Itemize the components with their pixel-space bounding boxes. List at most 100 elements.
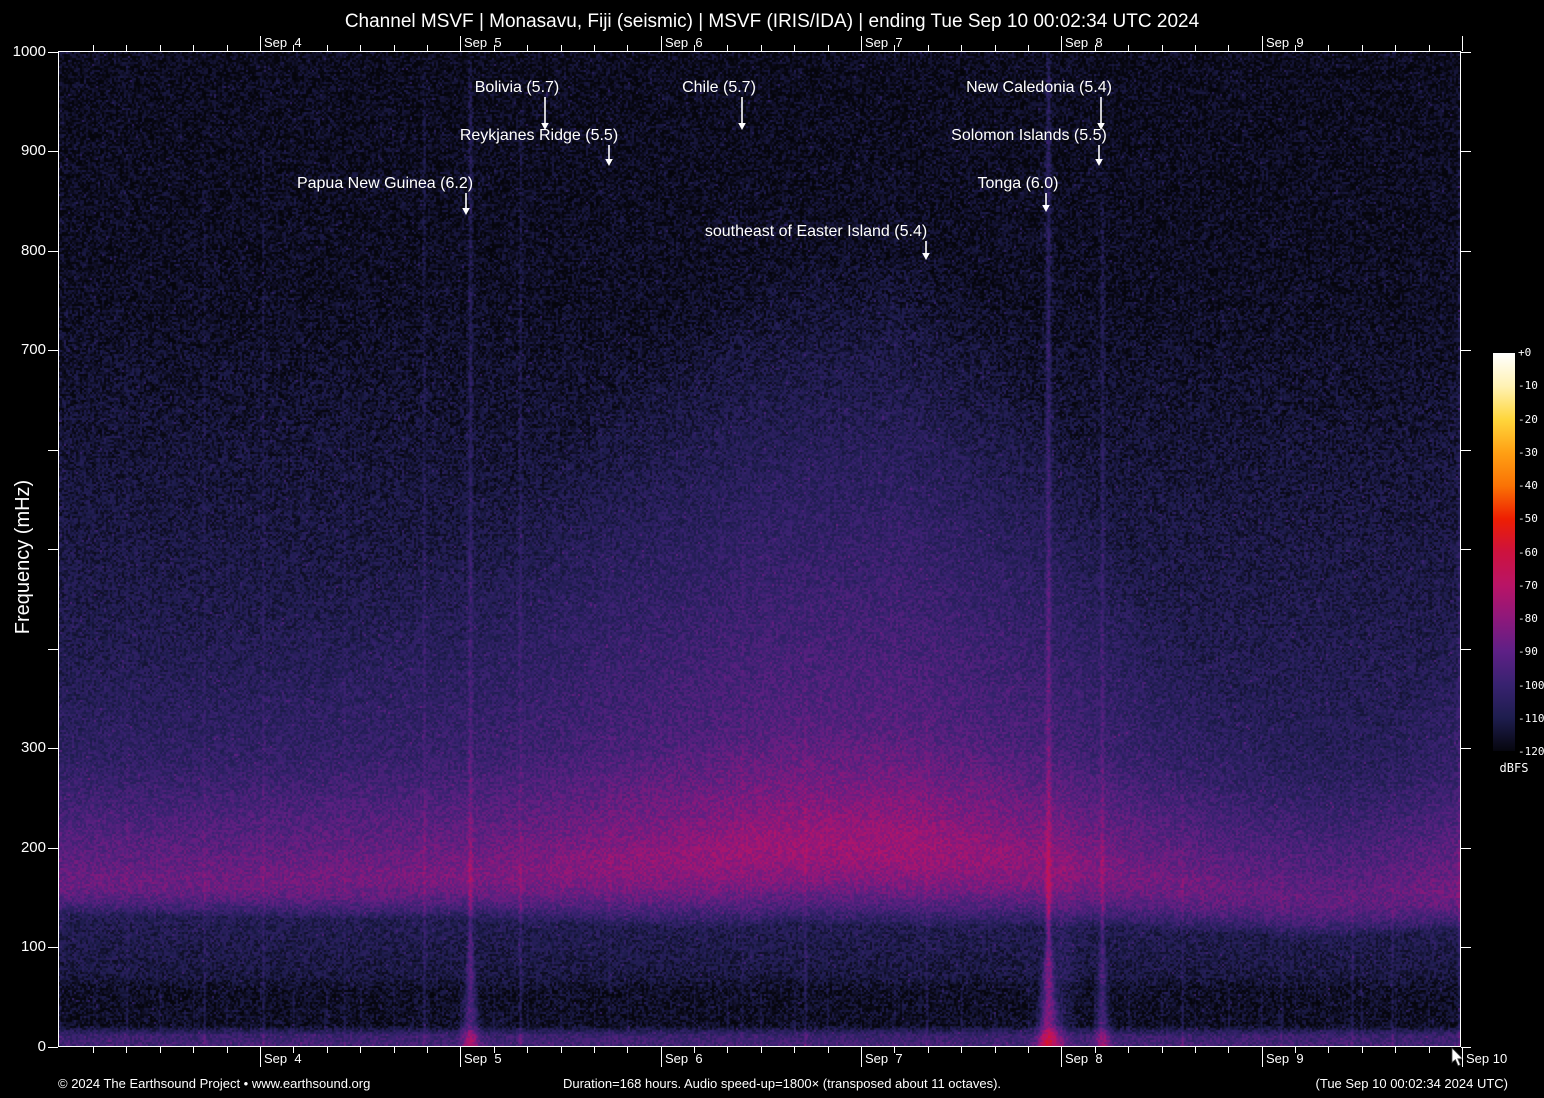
y-tick bbox=[48, 848, 58, 849]
colorbar-tick-label: -90 bbox=[1518, 645, 1538, 658]
x-tick-minor bbox=[494, 45, 495, 51]
x-tick-minor bbox=[828, 1047, 829, 1053]
y-tick-label: 0 bbox=[37, 1038, 46, 1055]
x-tick-label: Sep 7 bbox=[865, 1051, 903, 1066]
x-tick-minor bbox=[1028, 45, 1029, 51]
x-tick-minor bbox=[961, 45, 962, 51]
x-tick-major bbox=[861, 36, 862, 51]
y-tick bbox=[48, 52, 58, 53]
x-tick-minor bbox=[394, 45, 395, 51]
x-tick-minor bbox=[227, 45, 228, 51]
x-tick-label: Sep 9 bbox=[1266, 1051, 1304, 1066]
mouse-cursor-icon bbox=[1451, 1047, 1464, 1067]
x-tick-minor bbox=[527, 1047, 528, 1053]
event-annotation: New Caledonia (5.4) bbox=[966, 79, 1112, 96]
x-tick-label: Sep 5 bbox=[464, 35, 502, 50]
x-tick-minor bbox=[894, 45, 895, 51]
x-tick-minor bbox=[327, 1047, 328, 1053]
y-tick bbox=[1461, 52, 1471, 53]
y-tick bbox=[48, 251, 58, 252]
x-tick-minor bbox=[1429, 45, 1430, 51]
x-tick-minor bbox=[160, 1047, 161, 1053]
colorbar-tick-label: -10 bbox=[1518, 379, 1538, 392]
x-tick-minor bbox=[1195, 45, 1196, 51]
event-annotation: Papua New Guinea (6.2) bbox=[296, 175, 474, 192]
footer-copyright: © 2024 The Earthsound Project • www.eart… bbox=[58, 1076, 371, 1091]
x-tick-minor bbox=[93, 1047, 94, 1053]
x-tick-minor bbox=[160, 45, 161, 51]
x-tick-minor bbox=[995, 1047, 996, 1053]
colorbar-tick-label: -50 bbox=[1518, 512, 1538, 525]
y-tick bbox=[1461, 151, 1471, 152]
x-tick-label: Sep 4 bbox=[264, 1051, 302, 1066]
x-tick-minor bbox=[594, 45, 595, 51]
event-annotation: Tonga (6.0) bbox=[977, 175, 1059, 192]
y-tick-label: 800 bbox=[20, 242, 46, 259]
y-tick-label: 900 bbox=[20, 142, 46, 159]
x-tick-minor bbox=[1095, 45, 1096, 51]
x-tick-minor bbox=[1128, 45, 1129, 51]
x-tick-minor bbox=[627, 45, 628, 51]
event-arrow-icon bbox=[1095, 145, 1103, 166]
event-arrow-icon bbox=[1042, 193, 1050, 212]
x-tick-minor bbox=[1362, 45, 1363, 51]
x-tick-major bbox=[460, 36, 461, 51]
x-tick-major bbox=[1462, 1047, 1463, 1067]
y-tick bbox=[48, 1047, 58, 1048]
x-tick-label: Sep 7 bbox=[865, 35, 903, 50]
footer-duration: Duration=168 hours. Audio speed-up=1800×… bbox=[562, 1076, 1002, 1091]
x-tick-label: Sep 6 bbox=[665, 35, 703, 50]
x-tick-major bbox=[1262, 36, 1263, 51]
x-tick-minor bbox=[1128, 1047, 1129, 1053]
spectrogram-canvas bbox=[59, 52, 1460, 1046]
x-tick-minor bbox=[193, 45, 194, 51]
x-tick-minor bbox=[727, 1047, 728, 1053]
x-tick-minor bbox=[561, 1047, 562, 1053]
x-tick-minor bbox=[727, 45, 728, 51]
y-tick bbox=[1461, 350, 1471, 351]
x-tick-minor bbox=[1362, 1047, 1363, 1053]
x-tick-label: Sep 8 bbox=[1065, 35, 1103, 50]
event-arrow-icon bbox=[605, 145, 613, 166]
event-annotation: southeast of Easter Island (5.4) bbox=[704, 223, 928, 240]
event-arrow-icon bbox=[541, 97, 549, 130]
y-tick bbox=[48, 450, 58, 451]
x-tick-minor bbox=[961, 1047, 962, 1053]
x-tick-minor bbox=[1429, 1047, 1430, 1053]
x-tick-minor bbox=[794, 1047, 795, 1053]
x-tick-major bbox=[1262, 1047, 1263, 1067]
x-tick-major bbox=[460, 1047, 461, 1067]
y-tick-label: 100 bbox=[20, 938, 46, 955]
y-tick bbox=[48, 748, 58, 749]
x-tick-minor bbox=[627, 1047, 628, 1053]
x-tick-minor bbox=[1295, 1047, 1296, 1053]
x-tick-minor bbox=[93, 45, 94, 51]
colorbar-tick-label: -20 bbox=[1518, 413, 1538, 426]
x-tick-major bbox=[260, 1047, 261, 1067]
colorbar-tick-label: -110 bbox=[1518, 712, 1544, 725]
y-axis-title: Frequency (mHz) bbox=[12, 479, 34, 635]
y-tick-label: 1000 bbox=[12, 43, 46, 60]
footer-timestamp: (Tue Sep 10 00:02:34 2024 UTC) bbox=[1315, 1076, 1508, 1091]
x-tick-minor bbox=[293, 1047, 294, 1053]
y-tick bbox=[48, 649, 58, 650]
colorbar-tick-label: -80 bbox=[1518, 612, 1538, 625]
x-tick-minor bbox=[1395, 1047, 1396, 1053]
y-tick bbox=[1461, 649, 1471, 650]
x-tick-major bbox=[1462, 36, 1463, 51]
x-tick-minor bbox=[1162, 1047, 1163, 1053]
event-annotation: Solomon Islands (5.5) bbox=[951, 127, 1107, 144]
x-tick-label: Sep 10 bbox=[1466, 1051, 1508, 1066]
x-tick-minor bbox=[1228, 1047, 1229, 1053]
x-tick-major bbox=[861, 1047, 862, 1067]
x-tick-minor bbox=[126, 1047, 127, 1053]
y-tick-label: 700 bbox=[20, 341, 46, 358]
plot-area bbox=[58, 51, 1461, 1047]
x-tick-minor bbox=[1328, 45, 1329, 51]
y-tick bbox=[1461, 848, 1471, 849]
x-tick-minor bbox=[995, 45, 996, 51]
x-tick-label: Sep 5 bbox=[464, 1051, 502, 1066]
colorbar-tick-label: -60 bbox=[1518, 546, 1538, 559]
x-tick-minor bbox=[694, 1047, 695, 1053]
